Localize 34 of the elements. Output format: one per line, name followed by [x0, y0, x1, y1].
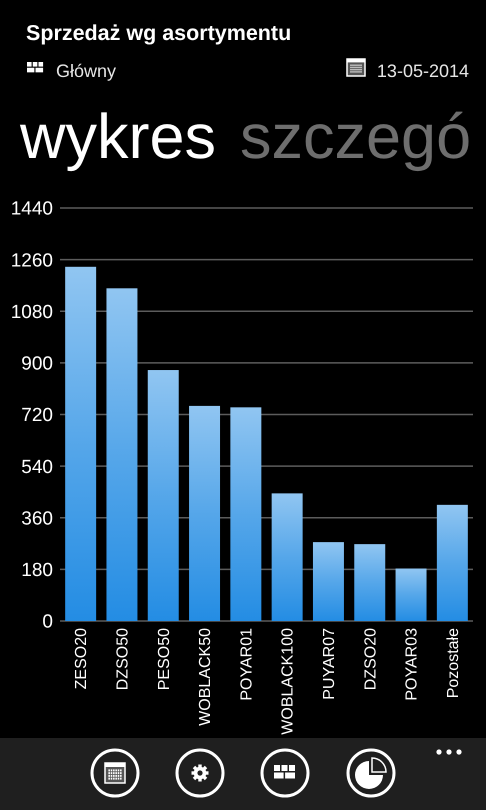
- x-tick-label: PESO50: [156, 628, 173, 690]
- x-tick-label: DZSO20: [362, 628, 380, 690]
- y-tick-label: 900: [21, 354, 53, 375]
- x-tick-label: DZSO50: [114, 628, 132, 690]
- x-tick-label: ZESO20: [73, 628, 90, 690]
- bar: [396, 568, 427, 621]
- x-tick-label: POYAR03: [404, 628, 421, 701]
- x-tick-label: WOBLACK50: [197, 628, 214, 726]
- y-tick-label: 0: [42, 612, 53, 633]
- y-tick-label: 720: [21, 405, 53, 426]
- bar: [436, 504, 468, 621]
- x-tick-label: WOBLACK100: [280, 628, 297, 735]
- y-tick-label: 540: [21, 456, 53, 478]
- bar: [189, 406, 220, 621]
- text: 13-05-2014: [376, 61, 469, 81]
- x-tick-label: POYAR01: [238, 628, 256, 701]
- y-tick-label: 180: [21, 560, 53, 582]
- bar: [65, 266, 96, 621]
- bar: [354, 544, 386, 621]
- y-tick-label: 1440: [10, 198, 53, 220]
- text: szczegó: [240, 102, 472, 172]
- bar: [272, 493, 303, 621]
- x-tick-label: Pozostałe: [444, 628, 462, 698]
- y-tick-label: 1080: [10, 302, 53, 323]
- bar: [312, 542, 344, 621]
- x-tick-label: PUYAR07: [320, 628, 338, 700]
- bar: [230, 407, 262, 621]
- bar: [148, 370, 179, 621]
- y-tick-label: 360: [21, 508, 53, 530]
- bar: [106, 288, 138, 621]
- y-tick-label: 1260: [10, 250, 53, 272]
- text: Główny: [56, 61, 116, 81]
- chart-title: Sprzedaż wg asortymentu: [26, 21, 292, 45]
- text: wykres: [19, 102, 216, 172]
